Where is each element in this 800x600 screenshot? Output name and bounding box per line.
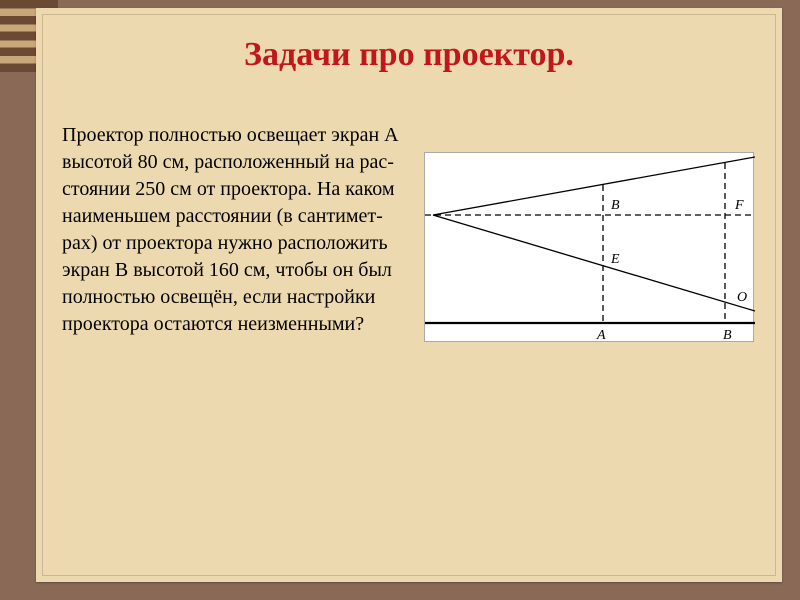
svg-text:A: A	[596, 328, 606, 343]
projector-diagram: B F E O A B	[424, 152, 754, 342]
slide: Задачи про проектор. Про­ек­тор пол­но­с…	[36, 8, 782, 582]
svg-text:B: B	[723, 328, 732, 343]
svg-text:E: E	[610, 252, 620, 267]
slide-title: Задачи про проектор.	[36, 8, 782, 74]
svg-text:O: O	[737, 290, 747, 305]
svg-text:B: B	[611, 198, 620, 213]
diagram-svg: B F E O A B	[425, 153, 755, 343]
svg-text:F: F	[734, 198, 744, 213]
body-text: Про­ек­тор пол­но­стью осве­ща­ет экран …	[62, 122, 402, 342]
diagram-column: B F E O A B	[424, 122, 760, 342]
content-row: Про­ек­тор пол­но­стью осве­ща­ет экран …	[36, 74, 782, 360]
